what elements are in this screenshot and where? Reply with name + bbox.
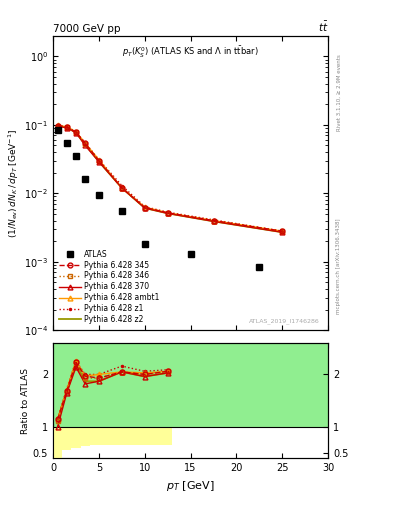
Y-axis label: Ratio to ATLAS: Ratio to ATLAS <box>21 368 30 434</box>
X-axis label: $p_T$ [GeV]: $p_T$ [GeV] <box>166 479 215 493</box>
Legend: ATLAS, Pythia 6.428 345, Pythia 6.428 346, Pythia 6.428 370, Pythia 6.428 ambt1,: ATLAS, Pythia 6.428 345, Pythia 6.428 34… <box>57 247 161 327</box>
Text: Rivet 3.1.10, ≥ 2.9M events: Rivet 3.1.10, ≥ 2.9M events <box>336 54 341 131</box>
Text: $p_T(K^0_S)$ (ATLAS KS and $\Lambda$ in t$\bar{\mathrm{t}}$bar): $p_T(K^0_S)$ (ATLAS KS and $\Lambda$ in … <box>122 45 259 60</box>
Text: $t\bar{t}$: $t\bar{t}$ <box>318 19 328 34</box>
Text: mcplots.cern.ch [arXiv:1306.3438]: mcplots.cern.ch [arXiv:1306.3438] <box>336 219 341 314</box>
Text: ATLAS_2019_I1746286: ATLAS_2019_I1746286 <box>249 318 320 325</box>
Y-axis label: $(1/N_\mathrm{ev})\,dN_K\,/\,dp_T\;[\mathrm{GeV}^{-1}]$: $(1/N_\mathrm{ev})\,dN_K\,/\,dp_T\;[\mat… <box>7 129 21 238</box>
Text: 7000 GeV pp: 7000 GeV pp <box>53 24 121 34</box>
